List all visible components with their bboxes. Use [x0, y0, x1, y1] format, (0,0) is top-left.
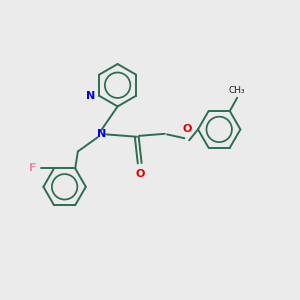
Text: F: F — [29, 164, 36, 173]
Text: CH₃: CH₃ — [229, 86, 245, 95]
Text: O: O — [182, 124, 191, 134]
Text: N: N — [97, 129, 106, 139]
Text: N: N — [86, 91, 96, 101]
Text: O: O — [135, 169, 144, 178]
